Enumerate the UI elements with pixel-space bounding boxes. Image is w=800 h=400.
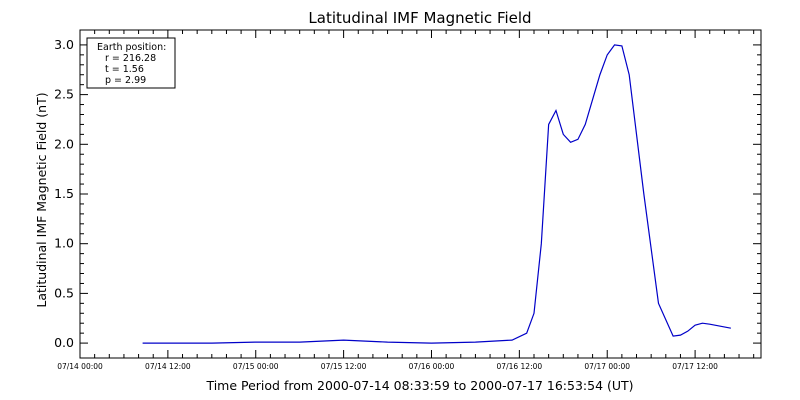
x-tick-labels: 07/14 00:00 07/14 12:00 07/15 00:00 07/15 1… <box>57 362 718 371</box>
legend: Earth position: r = 216.28 t = 1.56 p = … <box>86 37 176 89</box>
legend-title: Earth position: <box>97 42 166 53</box>
y-tick-label: 0.5 <box>54 285 74 300</box>
legend-t: t = 1.56 <box>105 64 144 75</box>
x-tick-label: 07/15 00:00 <box>233 362 279 371</box>
x-tick-label: 07/14 00:00 <box>57 362 103 371</box>
y-tick-label: 0.0 <box>54 335 74 350</box>
x-tick-label: 07/17 12:00 <box>672 362 718 371</box>
y-tick-labels: 0.0 0.5 1.0 1.5 2.0 2.5 3.0 <box>54 37 74 350</box>
plot-frame <box>79 29 762 359</box>
x-axis-label: Time Period from 2000-07-14 08:33:59 to … <box>205 378 633 393</box>
x-tick-label: 07/17 00:00 <box>584 362 630 371</box>
axis-ticks <box>79 30 761 358</box>
x-tick-label: 07/16 12:00 <box>497 362 543 371</box>
x-tick-label: 07/15 12:00 <box>321 362 367 371</box>
y-tick-label: 1.0 <box>54 236 74 251</box>
chart-title: Latitudinal IMF Magnetic Field <box>308 9 531 27</box>
legend-r: r = 216.28 <box>105 53 156 64</box>
y-tick-label: 2.0 <box>54 136 74 151</box>
series-line <box>142 44 731 344</box>
y-tick-label: 1.5 <box>54 186 74 201</box>
x-tick-label: 07/14 12:00 <box>145 362 191 371</box>
y-axis-label: Latitudinal IMF Magnetic Field (nT) <box>34 92 49 307</box>
x-tick-label: 07/16 00:00 <box>409 362 455 371</box>
y-tick-label: 3.0 <box>54 37 74 52</box>
y-tick-label: 2.5 <box>54 87 74 102</box>
legend-p: p = 2.99 <box>105 75 146 86</box>
legend-box <box>86 37 176 89</box>
